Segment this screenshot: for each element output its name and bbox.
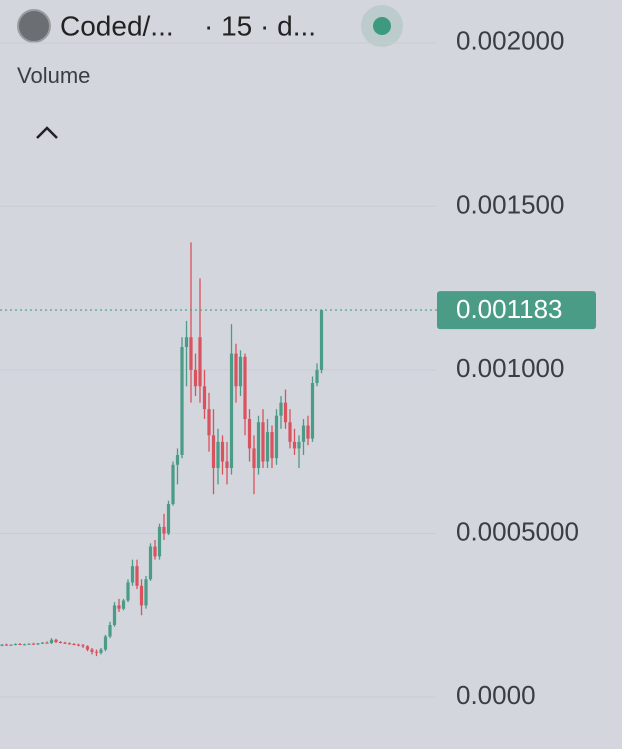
candle-body (256, 422, 261, 469)
candle-body (306, 425, 310, 439)
candle-body (27, 643, 31, 645)
candle-body (234, 353, 238, 387)
collapse-chevron[interactable] (36, 126, 58, 139)
candle-body (220, 441, 225, 462)
candle-body (301, 425, 306, 442)
y-tick-label: 0.001000 (456, 353, 564, 383)
candle-body (171, 464, 175, 505)
candle-body (13, 644, 18, 646)
candle-body (0, 644, 4, 646)
candle-body (175, 454, 180, 465)
candle-body (117, 605, 121, 609)
candle-body (76, 644, 81, 646)
last-price-box (437, 291, 596, 330)
candle-body (81, 645, 85, 647)
candle-body (297, 441, 301, 449)
candle-body (180, 347, 184, 455)
candle-body (153, 546, 157, 557)
candle-body (99, 649, 103, 653)
candle-body (49, 639, 54, 644)
candle-body (72, 644, 76, 646)
candle-body (292, 441, 297, 449)
candle-body (184, 337, 189, 348)
candle-body (207, 409, 211, 436)
candle-body (288, 422, 292, 442)
candle-body (63, 642, 67, 644)
candle-body (229, 353, 234, 469)
interval-info: · 15 · d... (204, 10, 316, 41)
candle-body (202, 386, 207, 410)
candle-body (193, 369, 198, 387)
candle-body (9, 644, 13, 646)
candle-body (270, 432, 274, 459)
candle-body (283, 402, 288, 423)
candle-body (121, 600, 126, 609)
candle-body (243, 356, 247, 419)
candle-body (310, 383, 315, 439)
candle-body (225, 461, 229, 469)
candle-body (67, 643, 72, 645)
candle-body (315, 369, 319, 384)
candle-body (162, 526, 166, 534)
candle-body (58, 642, 63, 644)
candle-body (216, 441, 220, 469)
candle-body (108, 625, 112, 637)
last-price-label: 0.001183 (456, 294, 563, 324)
candle-body (22, 644, 27, 646)
candle-body (90, 649, 94, 652)
candle-body (166, 504, 171, 534)
candle-body (40, 642, 45, 644)
candle-body (211, 435, 216, 469)
candle-body (144, 579, 148, 606)
candle-body (319, 310, 324, 370)
candle-body (130, 566, 135, 583)
candle-body (4, 644, 9, 646)
candle-body (252, 448, 256, 469)
candle-body (279, 402, 283, 416)
symbol-title: Coded/... (60, 10, 174, 41)
candle-body (198, 337, 202, 387)
y-tick-label: 0.0005000 (456, 516, 579, 546)
candle-body (261, 422, 265, 462)
candle-body (148, 546, 153, 580)
candle-body (18, 644, 22, 646)
candle-body (265, 432, 270, 462)
y-tick-label: 0.001500 (456, 189, 564, 219)
candle-body (247, 418, 252, 449)
candle-body (135, 566, 139, 586)
avatar (17, 9, 51, 43)
candle-body (157, 526, 162, 557)
candle-body (139, 585, 144, 606)
candle-body (274, 415, 279, 459)
y-tick-label: 0.002000 (456, 26, 564, 56)
candle-body (31, 643, 36, 645)
candle-body (103, 636, 108, 650)
candle-body (36, 643, 40, 645)
candle-body (238, 356, 243, 387)
candle-body (126, 582, 130, 601)
candle-body (45, 642, 49, 644)
y-tick-label: 0.0000 (456, 680, 536, 710)
status-dot (373, 17, 391, 35)
pane-label: Volume (17, 63, 90, 88)
candle-body (112, 605, 117, 626)
candle-body (54, 639, 58, 643)
candle-body (94, 651, 99, 653)
candle-body (189, 337, 193, 370)
candle-body (85, 646, 90, 650)
